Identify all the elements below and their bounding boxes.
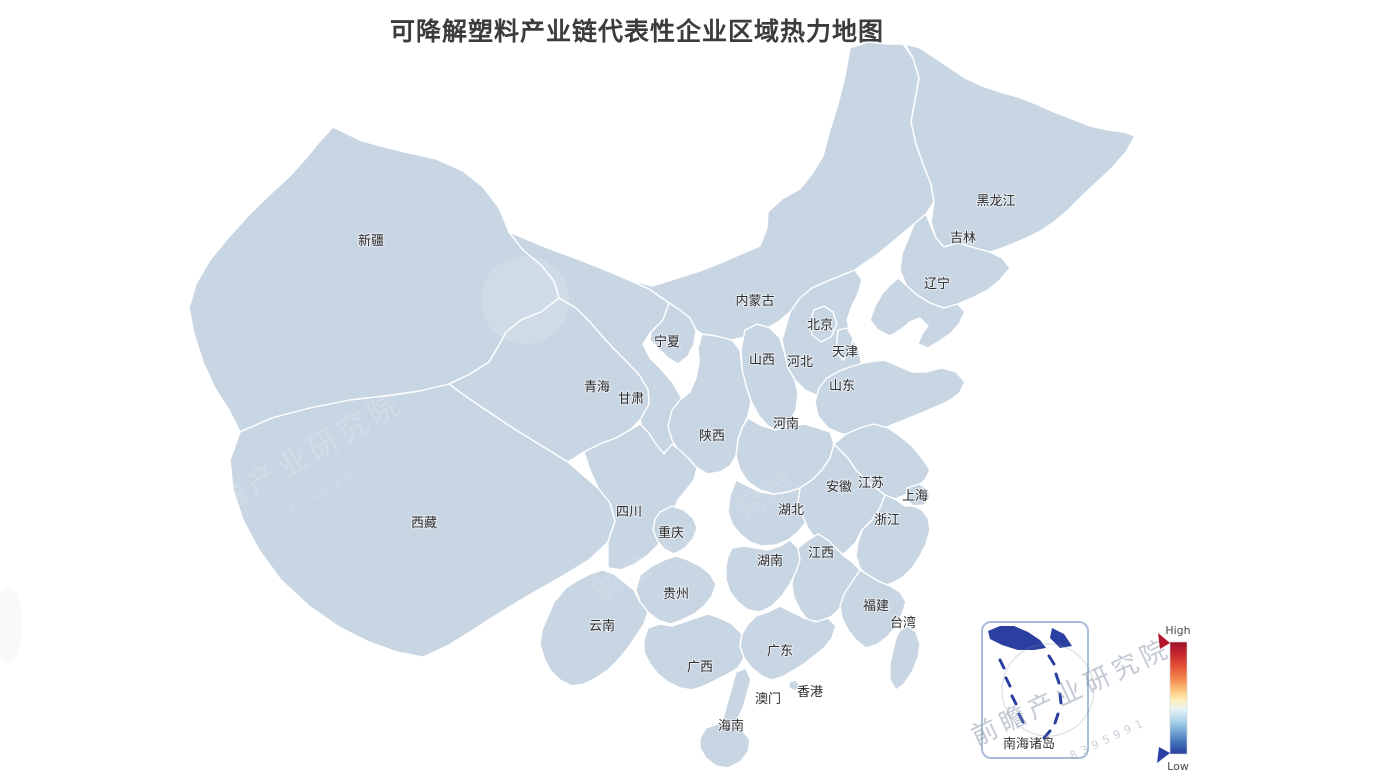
province-label-henan: 河南: [773, 416, 799, 432]
province-sichuan: [583, 423, 698, 571]
province-label-fujian: 福建: [863, 599, 889, 614]
province-label-guangxi: 广西: [687, 660, 713, 675]
province-yunnan: [539, 569, 649, 687]
province-xianggang: [788, 679, 801, 692]
province-shandong: [814, 359, 966, 437]
province-label-zhejiang: 浙江: [874, 513, 900, 528]
legend-colorbar: High Low: [1157, 624, 1191, 773]
province-fujian: [839, 569, 907, 649]
legend-high-label: High: [1165, 624, 1190, 637]
province-liaoning: [869, 277, 966, 349]
province-label-jiangxi: 江西: [808, 546, 834, 561]
province-label-xizang: 西藏: [411, 516, 437, 531]
province-label-hubei: 湖北: [778, 503, 804, 518]
province-label-guizhou: 贵州: [663, 587, 689, 602]
province-guangdong-leizhou: [722, 667, 752, 727]
province-label-xianggang: 香港: [797, 685, 823, 700]
province-label-hunan: 湖南: [757, 553, 783, 569]
province-label-guangdong: 广东: [767, 644, 793, 659]
province-label-qinghai: 青海: [584, 380, 610, 395]
watermark-logo-center: [481, 256, 569, 344]
watermark-smudge-left: [0, 587, 22, 663]
province-label-anhui: 安徽: [826, 480, 852, 495]
province-ningxia: [649, 302, 697, 365]
province-label-shanxi: 山西: [749, 353, 775, 368]
province-hunan: [725, 539, 801, 613]
province-label-chongqing: 重庆: [658, 525, 684, 541]
province-taiwan: [889, 625, 921, 691]
province-hubei: [727, 479, 811, 547]
province-label-shaanxi: 陕西: [699, 429, 725, 444]
province-label-hebei: 河北: [787, 355, 813, 370]
province-heilongjiang: [904, 43, 1136, 253]
inset-border: [981, 621, 1089, 759]
province-beijing: [809, 305, 838, 343]
province-label-yunnan: 云南: [589, 618, 615, 634]
province-label-shanghai: 上海: [902, 489, 928, 504]
province-label-jiangsu: 江苏: [858, 475, 884, 491]
province-label-beijing: 北京: [807, 318, 833, 333]
chart-title: 可降解塑料产业链代表性企业区域热力地图: [390, 17, 884, 46]
legend-high-pointer: [1158, 633, 1170, 649]
province-label-tianjin: 天津: [832, 345, 858, 360]
province-label-jilin: 吉林: [950, 231, 976, 246]
province-label-gansu: 甘肃: [618, 392, 644, 407]
south-china-sea-inset: 南海诸岛: [981, 621, 1089, 759]
legend-low-pointer: [1157, 747, 1170, 763]
province-guangdong: [739, 605, 837, 681]
province-hainan: [699, 723, 751, 769]
province-label-ningxia: 宁夏: [654, 334, 680, 350]
province-label-hainan: 海南: [718, 718, 744, 734]
inset-label: 南海诸岛: [1003, 736, 1055, 752]
province-label-neimenggu: 内蒙古: [735, 293, 774, 309]
province-layer: [188, 41, 1136, 769]
province-label-liaoning: 辽宁: [924, 276, 950, 292]
province-qinghai: [448, 297, 650, 463]
province-shanghai: [905, 483, 931, 507]
province-chongqing: [652, 505, 698, 555]
province-label-heilongjiang: 黑龙江: [976, 194, 1015, 209]
inset-nine-dash-line: [998, 654, 1063, 740]
province-label-taiwan: 台湾: [890, 615, 916, 631]
province-tianjin: [835, 327, 854, 361]
inset-coast-shape: [988, 626, 1046, 650]
legend-gradient-bar: [1169, 641, 1188, 755]
inset-coast-shape-east: [1050, 628, 1072, 648]
province-label-aomen: 澳门: [755, 691, 781, 707]
watermark-logo-circle: [1001, 643, 1095, 737]
province-label-sichuan: 四川: [616, 505, 642, 520]
province-zhejiang: [855, 494, 931, 587]
province-shaanxi: [667, 333, 752, 475]
province-label-xinjiang: 新疆: [358, 233, 384, 249]
province-guangxi: [643, 613, 745, 691]
province-label-shandong: 山东: [829, 379, 855, 394]
legend-low-label: Low: [1167, 760, 1189, 773]
